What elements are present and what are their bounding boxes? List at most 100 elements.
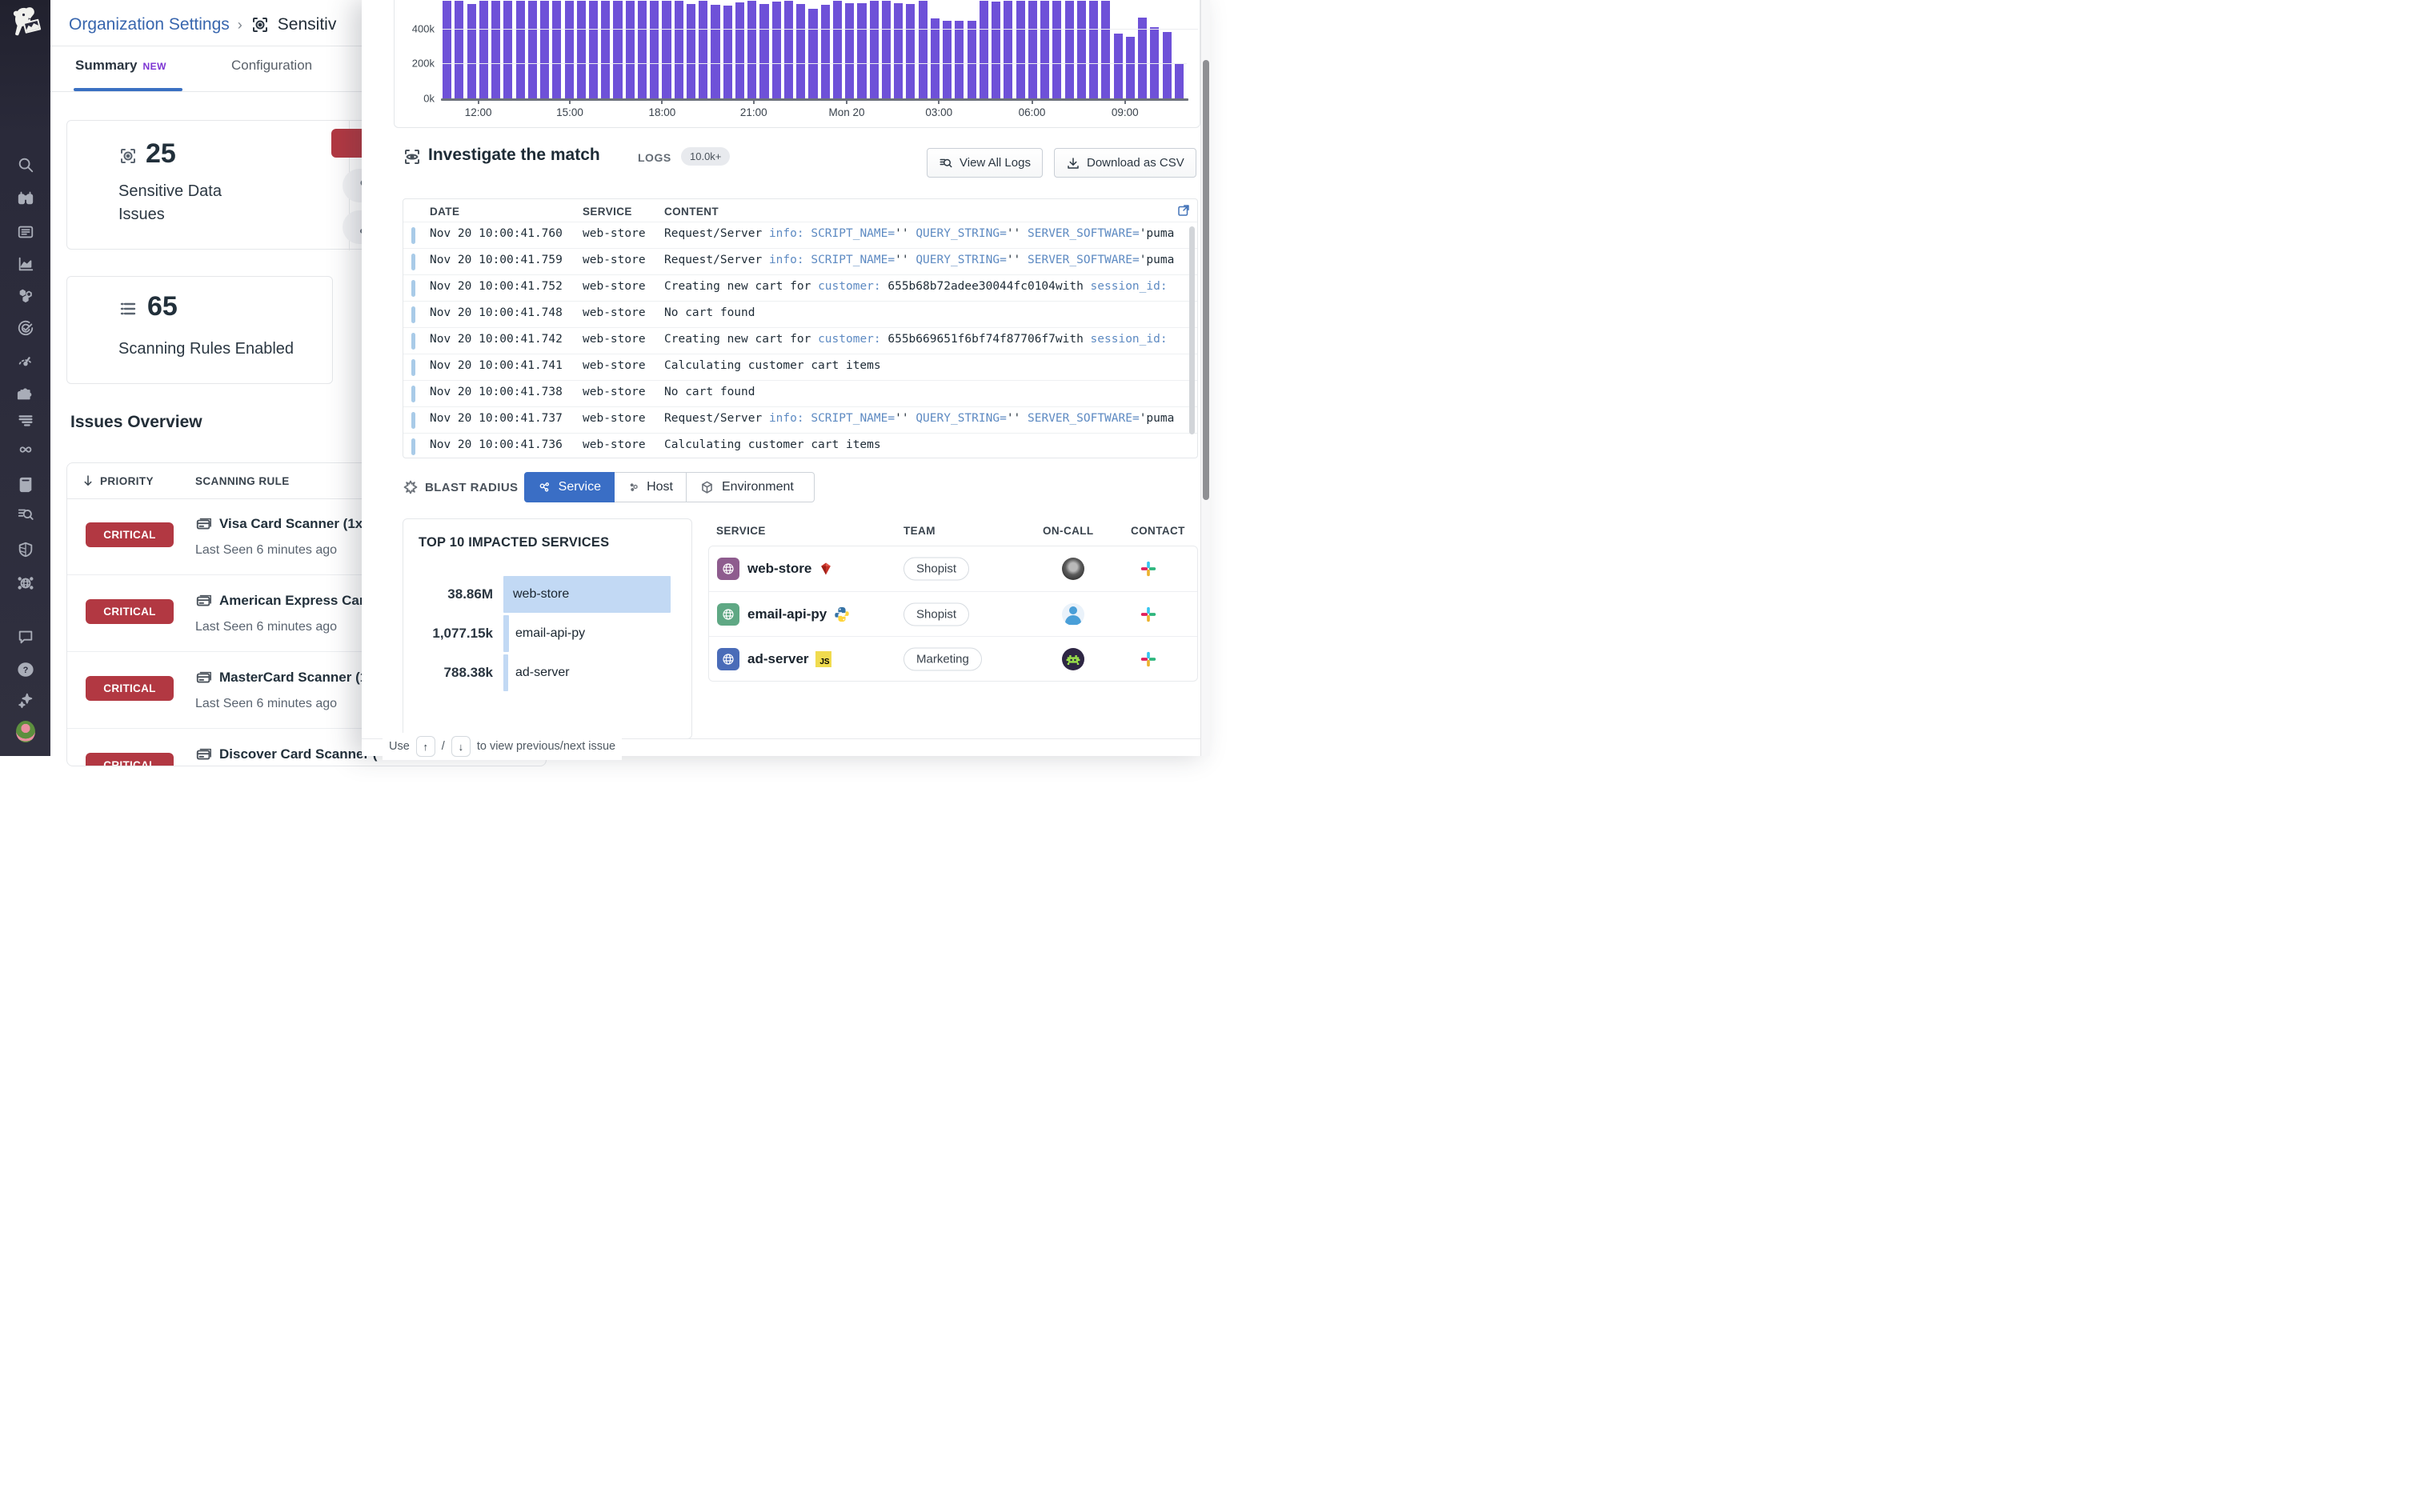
chart-bar[interactable]: [845, 2, 855, 98]
chart-bar[interactable]: [443, 1, 452, 98]
log-row[interactable]: Nov 20 10:00:41.760 web-store Request/Serv…: [403, 222, 1197, 248]
chart-bar[interactable]: [747, 1, 757, 98]
tab-configuration[interactable]: Configuration: [231, 58, 312, 74]
chart-bar[interactable]: [686, 3, 696, 98]
chart-bar[interactable]: [650, 1, 659, 98]
chart-bar[interactable]: [1052, 1, 1062, 98]
chart-bar[interactable]: [613, 1, 623, 98]
chart-bar[interactable]: [759, 4, 769, 98]
team-pill[interactable]: Shopist: [903, 557, 970, 581]
log-row[interactable]: Nov 20 10:00:41.737 web-store Request/Serv…: [403, 406, 1197, 433]
sidebar-user-avatar[interactable]: [15, 720, 35, 742]
chart-bar[interactable]: [479, 1, 488, 98]
log-row[interactable]: Nov 20 10:00:41.748 web-store No cart foun…: [403, 301, 1197, 327]
slack-icon[interactable]: [1140, 560, 1157, 578]
chart-bar[interactable]: [576, 1, 586, 98]
chart-bar[interactable]: [601, 1, 611, 98]
chart-bar[interactable]: [1076, 1, 1086, 98]
log-row[interactable]: Nov 20 10:00:41.759 web-store Request/Serv…: [403, 248, 1197, 274]
chart-bar[interactable]: [943, 21, 952, 98]
chart-bar[interactable]: [918, 1, 928, 98]
sidebar-logs-bars-icon[interactable]: [16, 410, 35, 430]
service-name[interactable]: ad-server JS: [747, 650, 831, 667]
impacted-service-row[interactable]: 1,077.15k email-api-py: [403, 614, 691, 653]
chart-bar[interactable]: [1162, 32, 1172, 98]
scanning-rule-name[interactable]: American Express Card S: [219, 593, 386, 608]
sidebar-network-globe-icon[interactable]: [16, 574, 35, 593]
chart-bar[interactable]: [625, 1, 635, 98]
datadog-logo[interactable]: [6, 5, 43, 42]
chart-bar[interactable]: [783, 1, 794, 98]
col-service[interactable]: SERVICE: [583, 206, 632, 218]
issue-row[interactable]: CRITICAL Visa Card Scanner (1x16 Last Seen…: [67, 498, 546, 575]
sidebar-notebook-icon[interactable]: [16, 475, 35, 494]
chart-bar[interactable]: [857, 2, 867, 98]
chart-bar[interactable]: [1004, 1, 1013, 98]
chart-bar[interactable]: [1125, 36, 1135, 98]
chart-bar[interactable]: [906, 4, 916, 98]
oncall-avatar[interactable]: [1062, 602, 1084, 626]
oncall-avatar[interactable]: [1062, 558, 1084, 580]
chart-bar[interactable]: [491, 1, 501, 98]
log-row[interactable]: Nov 20 10:00:41.736 web-store Calculating …: [403, 433, 1197, 458]
chart-bar[interactable]: [955, 20, 964, 98]
col-service-name[interactable]: SERVICE: [716, 525, 766, 537]
window-scrollbar[interactable]: [1200, 0, 1210, 756]
blast-tab-service[interactable]: Service: [524, 472, 615, 502]
chart-bar[interactable]: [1174, 63, 1184, 98]
chart-bar[interactable]: [1101, 1, 1111, 98]
sidebar-apm-gauge-icon[interactable]: [16, 351, 35, 370]
tab-summary[interactable]: Summary NEW: [75, 58, 166, 74]
sidebar-search-icon[interactable]: [16, 155, 35, 174]
col-priority[interactable]: PRIORITY: [100, 475, 154, 487]
sidebar-help-icon[interactable]: ?: [16, 660, 35, 679]
chart-bar[interactable]: [723, 6, 732, 98]
chart-bar[interactable]: [894, 2, 903, 98]
sidebar-log-search-icon[interactable]: [16, 505, 35, 524]
col-content[interactable]: CONTENT: [664, 206, 719, 218]
chart-bar[interactable]: [1089, 1, 1099, 98]
chart-bar[interactable]: [1113, 33, 1123, 98]
log-row[interactable]: Nov 20 10:00:41.741 web-store Calculating …: [403, 354, 1197, 380]
col-on-call[interactable]: ON-CALL: [1043, 525, 1094, 537]
chart-bar[interactable]: [503, 1, 513, 98]
sidebar-metrics-icon[interactable]: [16, 254, 35, 274]
slack-icon[interactable]: [1140, 606, 1157, 623]
chart-bar[interactable]: [771, 2, 781, 98]
arrow-up-keycap[interactable]: ↑: [415, 736, 435, 757]
sidebar-infrastructure-hexagons-icon[interactable]: [16, 286, 35, 306]
open-in-new-icon[interactable]: [1176, 203, 1191, 218]
impacted-service-row[interactable]: 38.86M web-store: [403, 575, 691, 614]
chart-bar[interactable]: [881, 1, 891, 98]
sidebar-dashboard-icon[interactable]: [16, 222, 35, 242]
col-team[interactable]: TEAM: [903, 525, 936, 537]
chart-bar[interactable]: [1138, 17, 1148, 98]
chart-bar[interactable]: [1064, 1, 1074, 98]
chart-bar[interactable]: [662, 1, 671, 98]
sidebar-ai-sparkles-icon[interactable]: [16, 690, 35, 710]
sidebar-integrations-puzzle-icon[interactable]: [16, 385, 35, 404]
arrow-down-keycap[interactable]: ↓: [451, 736, 471, 757]
impacted-service-row[interactable]: 788.38k ad-server: [403, 654, 691, 692]
chart-bar[interactable]: [832, 1, 843, 98]
window-scrollbar-thumb[interactable]: [1203, 60, 1209, 500]
chart-bar[interactable]: [979, 1, 988, 98]
chart-bar[interactable]: [967, 20, 976, 98]
chart-bar[interactable]: [455, 1, 464, 98]
service-name[interactable]: web-store: [747, 561, 834, 577]
log-row[interactable]: Nov 20 10:00:41.742 web-store Creating new…: [403, 327, 1197, 354]
scanning-rule-name[interactable]: MasterCard Scanner (1x: [219, 670, 375, 685]
download-csv-button[interactable]: Download as CSV: [1054, 148, 1196, 178]
chart-bar[interactable]: [467, 4, 476, 98]
logs-scrollbar[interactable]: [1189, 226, 1195, 434]
chart-bar[interactable]: [515, 1, 525, 98]
chart-bar[interactable]: [637, 1, 647, 98]
issue-row[interactable]: CRITICAL MasterCard Scanner (1x Last Seen …: [67, 652, 546, 729]
sort-descending-icon[interactable]: [81, 474, 95, 488]
service-row[interactable]: web-store Shopist: [709, 546, 1197, 591]
user-avatar[interactable]: [15, 720, 35, 742]
blast-tab-host[interactable]: Host: [615, 472, 687, 502]
scanning-rule-name[interactable]: Discover Card Scanner (: [219, 746, 378, 762]
chart-bar[interactable]: [930, 18, 940, 98]
